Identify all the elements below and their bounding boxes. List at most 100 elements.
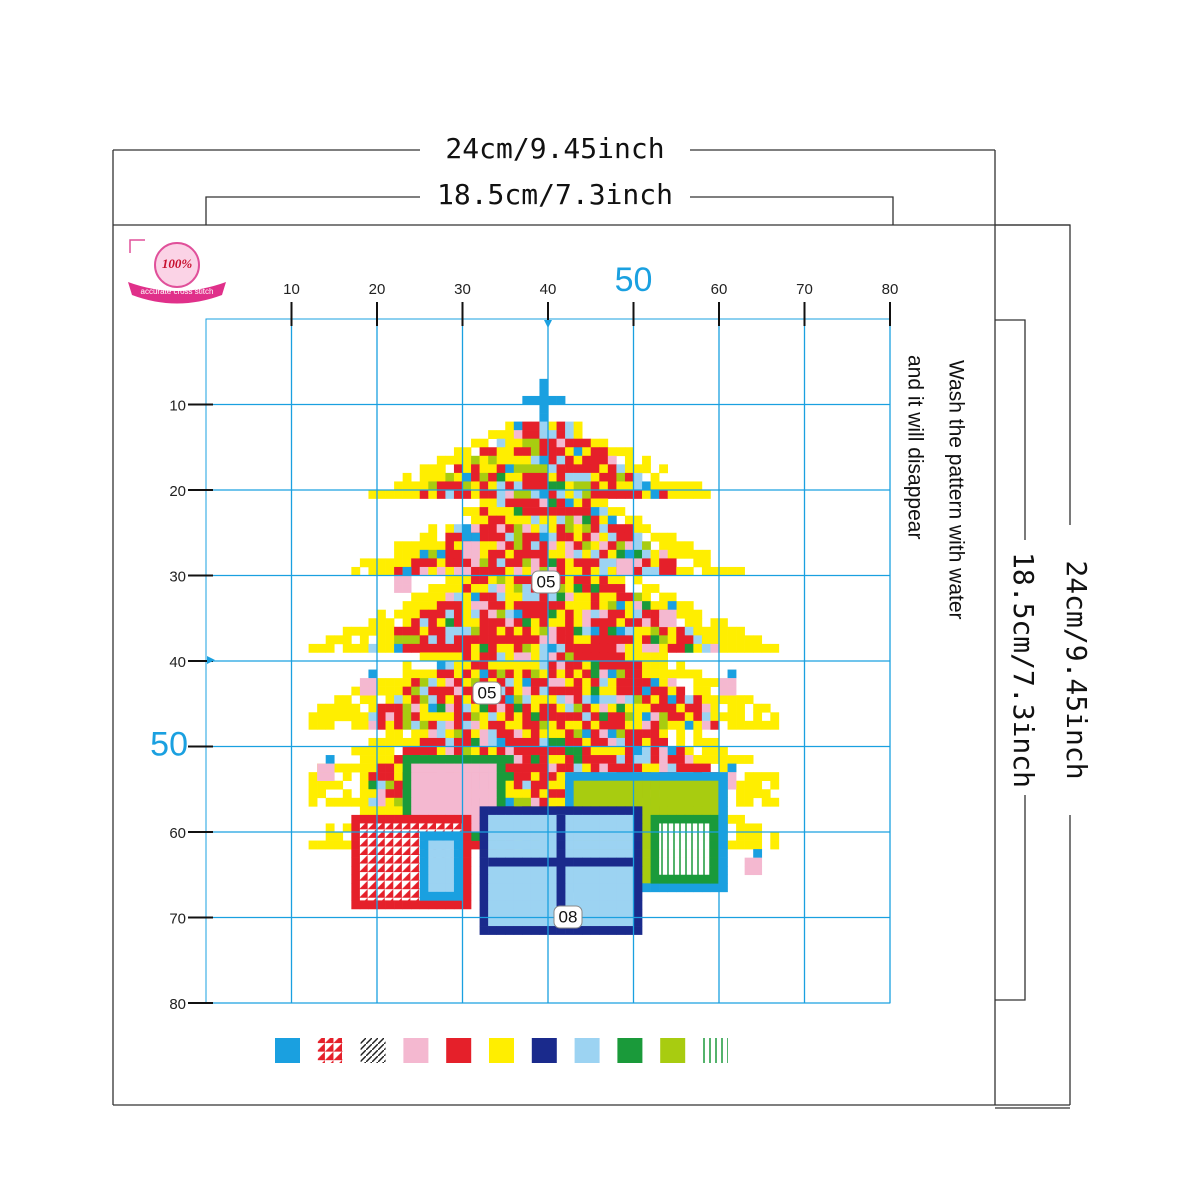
stitch (744, 643, 754, 653)
stitch (710, 626, 720, 636)
stitch (453, 695, 463, 705)
stitch (539, 498, 549, 508)
stitch (753, 789, 763, 799)
stitch (599, 874, 609, 884)
stitch (505, 926, 515, 935)
stitch (590, 703, 600, 713)
stitch (479, 609, 489, 619)
stitch (565, 832, 574, 841)
stitch (385, 823, 395, 833)
stitch (573, 481, 583, 491)
stitch (616, 874, 626, 884)
stitch (496, 626, 506, 636)
stitch (599, 763, 609, 773)
stitch (659, 481, 668, 491)
stitch (419, 720, 429, 730)
stitch (325, 772, 335, 781)
stitch (633, 891, 643, 901)
stitch (607, 618, 617, 628)
stitch (736, 797, 745, 807)
stitch (471, 635, 480, 645)
stitch (556, 430, 566, 439)
symbol-label: 08 (559, 907, 578, 926)
stitch (650, 755, 660, 764)
stitch (667, 618, 677, 628)
stitch (650, 763, 660, 773)
stitch (565, 874, 574, 884)
stitch (539, 780, 549, 790)
stitch (513, 814, 523, 824)
stitch (624, 755, 634, 764)
stitch (385, 558, 395, 568)
stitch (505, 720, 515, 730)
stitch (548, 609, 557, 619)
stitch (513, 507, 523, 516)
stitch (479, 703, 489, 713)
stitch (565, 891, 574, 901)
stitch (377, 874, 386, 884)
stitch (419, 618, 429, 628)
stitch (368, 857, 378, 867)
stitch (530, 703, 540, 713)
stitch (573, 686, 583, 696)
stitch (445, 472, 455, 482)
stitch (727, 703, 737, 713)
stitch (548, 524, 557, 534)
stitch (471, 789, 480, 799)
stitch (539, 395, 549, 405)
stitch (556, 695, 566, 705)
stitch (436, 635, 446, 645)
stitch (556, 558, 566, 568)
stitch (522, 755, 532, 764)
stitch (436, 592, 446, 602)
stitch (428, 832, 438, 841)
stitch (445, 729, 455, 739)
stitch (419, 481, 429, 491)
stitch (479, 541, 489, 551)
stitch (453, 618, 463, 628)
stitch (616, 695, 626, 705)
stitch (471, 720, 480, 730)
stitch (453, 455, 463, 465)
stitch (453, 643, 463, 653)
stitch (513, 618, 523, 628)
stitch (676, 703, 686, 713)
stitch (736, 814, 745, 824)
stitch (436, 900, 446, 910)
stitch (659, 772, 668, 781)
stitch (394, 789, 403, 799)
stitch (471, 661, 480, 670)
stitch (676, 609, 686, 619)
stitch (590, 814, 600, 824)
stitch (436, 814, 446, 824)
stitch (453, 678, 463, 687)
stitch (496, 806, 506, 816)
column-label: 40 (540, 281, 557, 298)
stitch (599, 720, 609, 730)
stitch (479, 908, 489, 918)
stitch (599, 592, 609, 602)
stitch (428, 806, 438, 816)
stitch (436, 891, 446, 901)
stitch (308, 712, 318, 722)
stitch (548, 866, 557, 876)
stitch (488, 840, 497, 850)
stitch (368, 626, 378, 636)
stitch (556, 900, 566, 910)
stitch (607, 874, 617, 884)
stitch (727, 643, 737, 653)
stitch (599, 926, 609, 935)
stitch (659, 643, 668, 653)
stitch (642, 703, 651, 713)
stitch (505, 575, 515, 585)
stitch (548, 678, 557, 687)
stitch (684, 490, 694, 499)
stitch (556, 618, 566, 628)
stitch (753, 857, 763, 867)
stitch (565, 712, 574, 722)
stitch (633, 746, 643, 756)
stitch (530, 507, 540, 516)
stitch (548, 772, 557, 781)
stitch (428, 823, 438, 833)
stitch (633, 883, 643, 893)
